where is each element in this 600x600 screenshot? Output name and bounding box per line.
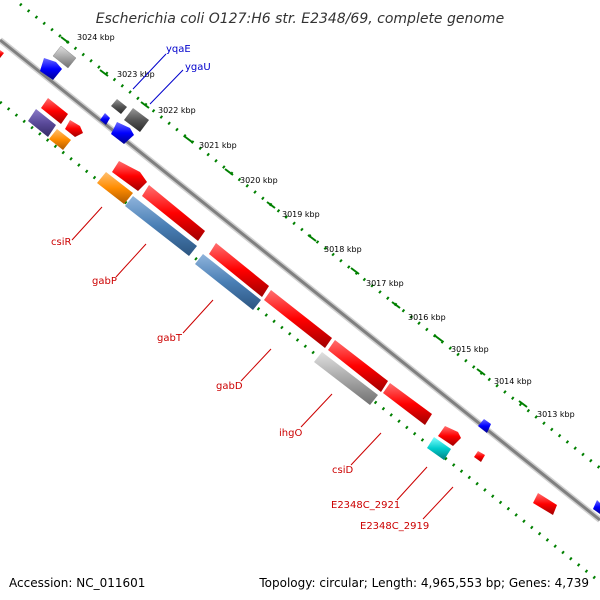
gene-feature[interactable] [328,340,388,392]
gene-labels: yqaE ygaU csiR gabP gabT gabD ihgO csiD … [51,44,429,532]
tick-mark [433,334,443,342]
tick-label: 3017 kbp [366,279,404,288]
gene-feature[interactable] [314,352,378,405]
gene-feature[interactable] [478,419,491,433]
gene-feature[interactable] [52,45,77,69]
tick-label: 3013 kbp [537,410,575,419]
tick-label: 3022 kbp [158,106,196,115]
gene-label-ihgO[interactable]: ihgO [279,428,302,439]
gene-feature[interactable] [427,437,451,460]
gene-feature[interactable] [112,161,147,191]
tick-label: 3019 kbp [282,210,320,219]
gene-label-gabD[interactable]: gabD [216,381,243,392]
tick-mark [224,168,234,176]
tick-label: 3018 kbp [324,245,362,254]
tick-label: 3015 kbp [451,345,489,354]
gene-features-upper [0,45,600,514]
gene-feature[interactable] [41,98,68,124]
gene-label-gabP[interactable]: gabP [92,276,117,287]
tick-mark [476,368,486,376]
gene-feature[interactable] [100,113,110,125]
gene-feature[interactable] [97,172,133,204]
leader-line [422,486,454,520]
leader-line [149,69,184,105]
gene-feature[interactable] [264,290,332,348]
gene-feature[interactable] [593,500,600,514]
gene-label-csiD[interactable]: csiD [332,465,353,476]
tick-mark [60,36,70,44]
topology-text: Topology: circular; Length: 4,965,553 bp… [258,576,589,590]
tick-mark [140,101,150,109]
tick-label: 3024 kbp [77,33,115,42]
label-leaders [71,53,454,520]
gene-feature[interactable] [28,109,56,137]
gene-feature[interactable] [111,122,134,144]
gene-feature[interactable] [438,426,461,446]
gene-feature[interactable] [209,243,269,297]
gene-feature[interactable] [49,129,71,150]
map-title: Escherichia coli O127:H6 str. E2348/69, … [96,11,504,27]
ticks: 3024 kbp 3023 kbp 3022 kbp 3021 kbp 3020… [60,33,575,419]
leader-line [240,348,272,382]
gene-label-gabT[interactable]: gabT [157,333,183,344]
gene-feature[interactable] [474,451,485,462]
gene-feature[interactable] [124,108,149,132]
tick-mark [518,400,528,408]
tick-label: 3021 kbp [199,141,237,150]
tick-label: 3020 kbp [240,176,278,185]
gene-label-ygaU[interactable]: ygaU [185,62,211,73]
gene-features-lower [28,98,557,515]
gene-feature[interactable] [142,185,205,241]
leader-line [71,206,103,241]
tick-label: 3023 kbp [117,70,155,79]
gene-feature[interactable] [40,58,62,80]
gene-feature[interactable] [383,383,432,425]
tick-label: 3014 kbp [494,377,532,386]
tick-mark [183,135,193,143]
gene-label-e2348c-2919[interactable]: E2348C_2919 [360,521,429,532]
gene-feature[interactable] [533,493,557,515]
tick-mark [391,301,401,309]
leader-line [182,299,214,334]
leader-line [350,432,382,466]
leader-line [115,243,147,278]
leader-line [396,466,428,501]
genome-backbone [0,38,600,522]
gene-feature[interactable] [125,196,197,256]
gene-label-yqaE[interactable]: yqaE [166,44,191,55]
tick-mark [266,201,276,209]
leader-line [132,53,167,90]
tick-mark [350,267,360,275]
leader-line [300,393,333,428]
gene-feature[interactable] [195,254,261,310]
tick-mark [99,69,109,77]
gene-feature[interactable] [65,120,83,137]
gene-label-e2348c-2921[interactable]: E2348C_2921 [331,500,400,511]
tick-label: 3016 kbp [408,313,446,322]
accession-text: Accession: NC_011601 [9,576,145,590]
lower-dotted-line [0,100,600,584]
gene-feature[interactable] [111,99,127,114]
gene-feature[interactable] [0,50,4,58]
tick-mark [307,234,317,242]
gene-label-csiR[interactable]: csiR [51,237,71,248]
